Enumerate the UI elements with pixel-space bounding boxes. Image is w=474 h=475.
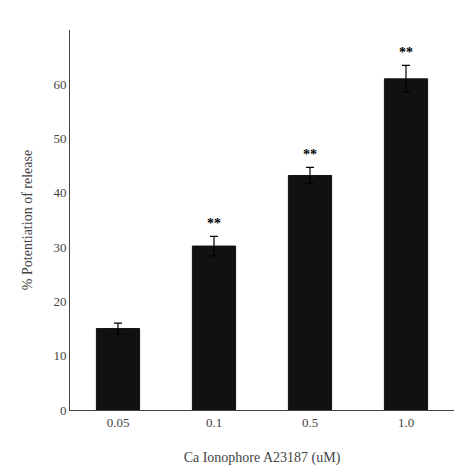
svg-text:20: 20: [53, 294, 66, 309]
svg-text:**: **: [303, 147, 317, 162]
svg-text:50: 50: [53, 131, 66, 146]
svg-text:0.5: 0.5: [302, 415, 318, 430]
svg-text:40: 40: [53, 185, 66, 200]
svg-text:0.1: 0.1: [206, 415, 222, 430]
svg-text:Ca Ionophore A23187 (uM): Ca Ionophore A23187 (uM): [184, 450, 341, 466]
svg-text:60: 60: [53, 77, 66, 92]
svg-text:0: 0: [60, 403, 67, 418]
svg-text:10: 10: [53, 348, 66, 363]
svg-text:0.05: 0.05: [107, 415, 130, 430]
svg-text:30: 30: [53, 240, 66, 255]
svg-text:1.0: 1.0: [398, 415, 414, 430]
svg-text:**: **: [207, 216, 221, 231]
svg-text:**: **: [399, 45, 413, 60]
svg-text:% Potentiation of release: % Potentiation of release: [20, 150, 35, 290]
